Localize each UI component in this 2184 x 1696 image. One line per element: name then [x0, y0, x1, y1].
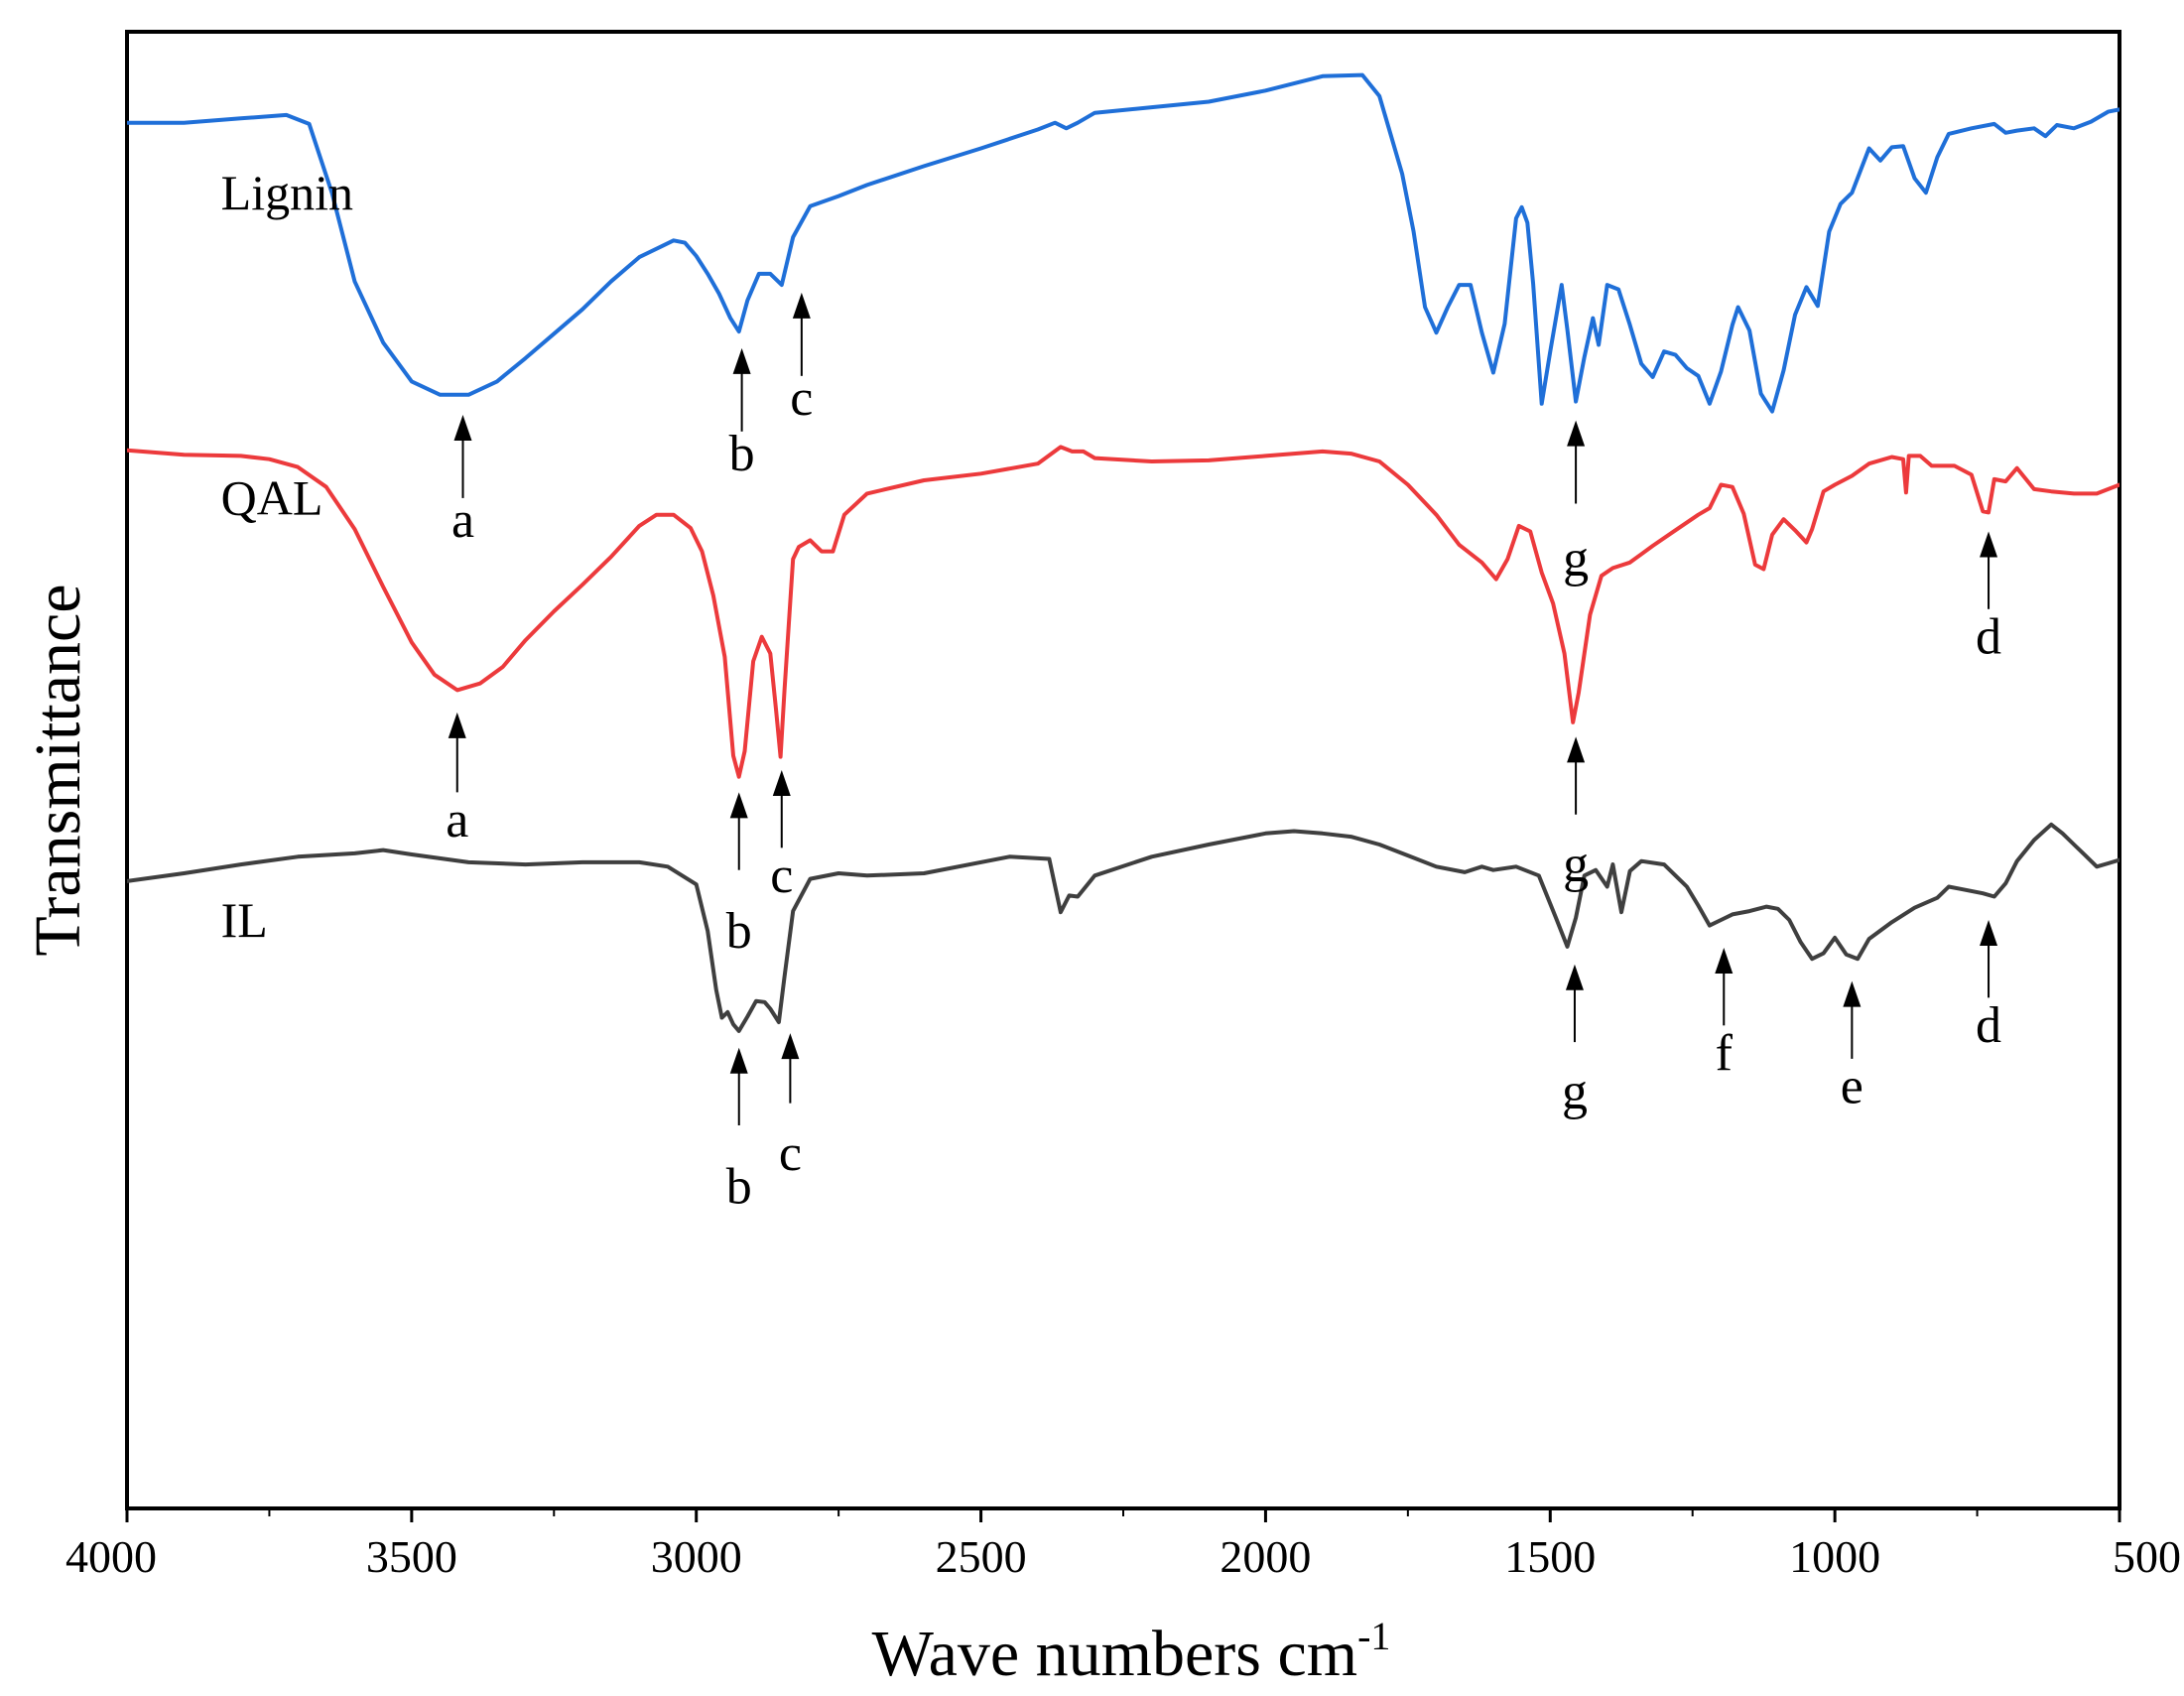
peak-label: b: [726, 903, 752, 960]
peak-arrow-head: [1567, 420, 1586, 447]
peak-annotation-il-b: b: [726, 1047, 752, 1215]
x-tick-label-4000: 4000: [65, 1531, 157, 1582]
peak-arrow-head: [1980, 531, 1998, 558]
peak-annotation-qal-d: d: [1976, 531, 2001, 666]
x-tick-label-500: 500: [2113, 1531, 2181, 1582]
peak-arrow-head: [1843, 980, 1862, 1007]
peak-arrow-head: [1565, 964, 1584, 990]
peak-label: g: [1563, 531, 1589, 587]
peak-annotation-qal-a: a: [446, 712, 468, 848]
series-label-qal: QAL: [221, 470, 323, 526]
peak-label: d: [1976, 609, 2001, 666]
peak-label: f: [1716, 1025, 1734, 1082]
peak-arrow-head: [1715, 948, 1734, 975]
peak-label: c: [770, 848, 793, 904]
series-label-layer: Lignin QAL IL: [221, 165, 353, 948]
series-label-lignin: Lignin: [221, 165, 353, 220]
peak-label: g: [1562, 1064, 1588, 1120]
peak-arrow-head: [729, 792, 748, 819]
peak-arrow-head: [729, 1047, 748, 1074]
peak-label: c: [790, 370, 813, 427]
peak-label: c: [779, 1125, 802, 1182]
peak-annotation-il-f: f: [1715, 948, 1734, 1082]
peak-annotation-il-e: e: [1841, 980, 1863, 1115]
peak-annotation-lignin-c: c: [790, 292, 813, 427]
peak-label: b: [726, 1158, 752, 1215]
series-line-il: [127, 822, 2120, 1033]
peak-arrow-head: [453, 414, 472, 441]
peak-arrow-head: [448, 712, 466, 738]
peak-annotation-lignin-b: b: [729, 347, 755, 482]
x-axis-title-text: Wave numbers cm: [872, 1618, 1358, 1690]
peak-label: b: [729, 426, 755, 482]
x-tick-label-2000: 2000: [1220, 1531, 1311, 1582]
peak-arrow-head: [732, 347, 751, 374]
series-line-lignin: [127, 72, 2120, 414]
peak-arrow-head: [781, 1033, 800, 1060]
x-axis-title: Wave numbers cm-1: [872, 1614, 1391, 1690]
x-axis: 4000 3500 3000 2500 2000 1500 1000 500: [65, 1508, 2181, 1582]
x-tick-label-3000: 3000: [651, 1531, 742, 1582]
peak-label: g: [1563, 837, 1589, 893]
x-tick-label-2500: 2500: [936, 1531, 1027, 1582]
peak-arrow-head: [772, 770, 791, 796]
series-layer: [127, 72, 2120, 1033]
peak-annotation-qal-g: g: [1563, 736, 1589, 893]
peak-label: e: [1841, 1059, 1863, 1115]
peak-annotation-il-d: d: [1976, 920, 2001, 1054]
peak-arrow-head: [1980, 920, 1998, 947]
y-axis-title: Transmittance: [22, 584, 94, 956]
peak-arrow-head: [1567, 736, 1586, 763]
series-label-il: IL: [221, 892, 268, 948]
plot-frame: [125, 30, 2121, 1510]
x-tick-label-1000: 1000: [1789, 1531, 1880, 1582]
peak-annotation-lignin-g: g: [1563, 420, 1589, 587]
peak-annotation-lignin-a: a: [451, 414, 474, 549]
peak-annotation-il-g: g: [1562, 964, 1588, 1120]
peak-arrow-head: [792, 292, 811, 319]
peak-label: a: [451, 492, 474, 549]
peak-annotation-qal-b: b: [726, 792, 752, 960]
peak-annotation-il-c: c: [779, 1033, 802, 1182]
peak-annotation-qal-c: c: [770, 770, 793, 904]
x-tick-label-3500: 3500: [366, 1531, 457, 1582]
x-axis-title-superscript: -1: [1357, 1614, 1390, 1658]
x-tick-label-1500: 1500: [1504, 1531, 1596, 1582]
series-line-qal: [127, 445, 2120, 779]
peak-label: a: [446, 792, 468, 848]
peak-label: d: [1976, 997, 2001, 1054]
